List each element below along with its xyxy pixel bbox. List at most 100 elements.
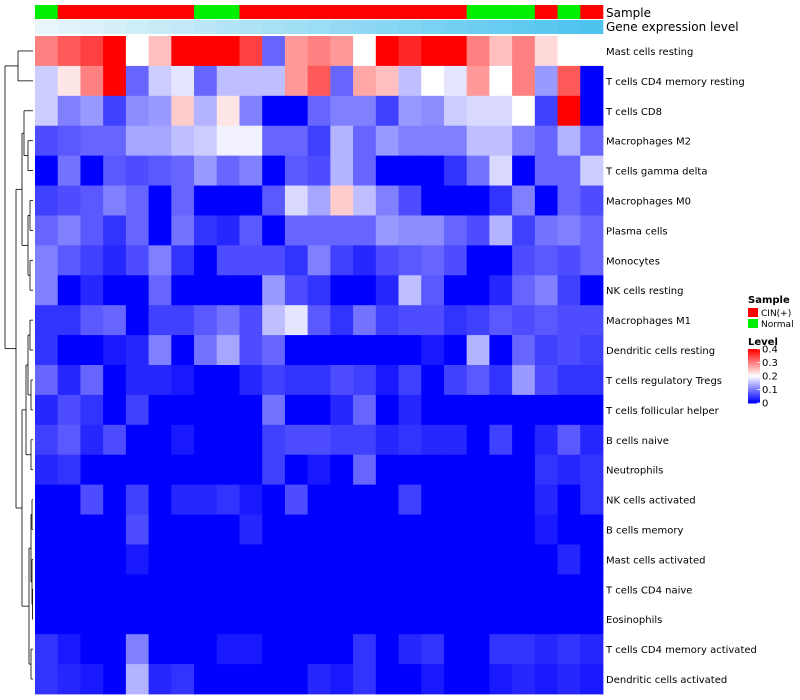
heatmap-cell (216, 604, 240, 635)
heatmap-cell (239, 574, 263, 605)
row-label: NK cells activated (606, 496, 696, 507)
heatmap-cell (489, 634, 513, 665)
legend-label: Normal (761, 320, 794, 330)
heatmap-cell (80, 424, 104, 456)
heatmap-cell (557, 574, 581, 605)
heatmap-cell (580, 365, 604, 396)
heatmap-cell (35, 305, 59, 336)
row-label: Macrophages M0 (606, 197, 691, 208)
heatmap-cell (489, 125, 513, 157)
heatmap-cell (125, 365, 149, 396)
heatmap-cell (580, 604, 604, 635)
heatmap-cell (580, 574, 604, 605)
heatmap-cell (330, 185, 354, 216)
heatmap-cell (330, 484, 354, 515)
heatmap-cell (466, 634, 490, 665)
heatmap-cell (580, 634, 604, 665)
heatmap-cell (489, 305, 513, 336)
heatmap-cell (103, 155, 127, 186)
row-label: Macrophages M1 (606, 316, 691, 327)
heatmap-cell (353, 215, 377, 246)
heatmap-cell (443, 574, 468, 605)
heatmap-cell (80, 394, 104, 426)
heatmap-cell (57, 544, 81, 575)
heatmap-cell (57, 335, 81, 366)
heatmap-cell (57, 484, 81, 515)
heatmap-cell (216, 664, 240, 695)
heatmap-cell (512, 125, 536, 157)
heatmap-cell (466, 95, 490, 127)
heatmap-cell (148, 514, 172, 545)
heatmap-cell (35, 604, 59, 635)
heatmap-cell (171, 604, 195, 635)
heatmap-cell (171, 36, 195, 67)
sample-annotation-cell (330, 5, 354, 19)
heatmap-cell (262, 454, 286, 486)
heatmap-cell (194, 335, 218, 366)
heatmap-cell (284, 394, 309, 426)
colorbar-segment (748, 366, 760, 369)
heatmap-cell (194, 36, 218, 67)
heatmap-cell (466, 36, 490, 67)
heatmap-cell (466, 544, 490, 575)
heatmap-cell (443, 275, 468, 306)
heatmap-cell (489, 604, 513, 635)
heatmap-cell (398, 125, 422, 157)
heatmap-cell (262, 335, 286, 366)
heatmap-cell (262, 36, 286, 67)
heatmap-cell (466, 574, 490, 605)
gene-expression-annotation-cell (421, 20, 445, 34)
heatmap-cell (307, 544, 331, 575)
sample-annotation-cell (375, 5, 399, 19)
heatmap-cell (35, 484, 59, 515)
heatmap-cell (80, 95, 104, 127)
heatmap-cell (353, 36, 377, 67)
heatmap-cell (125, 335, 149, 366)
heatmap-cell (57, 125, 81, 157)
heatmap-cell (239, 365, 263, 396)
heatmap-cell (443, 95, 468, 127)
heatmap-cell (353, 245, 377, 276)
heatmap-cell (580, 664, 604, 695)
heatmap-cell (262, 155, 286, 186)
heatmap-cell (239, 215, 263, 246)
heatmap-cell (489, 394, 513, 426)
heatmap-cell (216, 305, 240, 336)
heatmap-cell (103, 245, 127, 276)
gene-expression-annotation-cell (375, 20, 399, 34)
heatmap-cell (421, 215, 445, 246)
heatmap-cell (239, 185, 263, 216)
heatmap-cell (194, 634, 218, 665)
heatmap-cell (443, 245, 468, 276)
heatmap-cell (580, 305, 604, 336)
heatmap-cell (171, 574, 195, 605)
heatmap-cell (557, 664, 581, 695)
heatmap-cell (194, 215, 218, 246)
heatmap-cell (375, 574, 399, 605)
heatmap-cell (239, 424, 263, 456)
heatmap-cell (148, 185, 172, 216)
heatmap-cell (375, 245, 399, 276)
heatmap-cell (262, 634, 286, 665)
heatmap-cell (148, 95, 172, 127)
heatmap-cell (375, 604, 399, 635)
heatmap-cell (125, 454, 149, 486)
heatmap-cell (443, 604, 468, 635)
sample-annotation-cell (421, 5, 445, 19)
colorbar-segment (748, 367, 760, 370)
row-label: T cells CD8 (605, 107, 662, 118)
heatmap-cell (489, 95, 513, 127)
heatmap-cell (239, 394, 263, 426)
heatmap-cell (194, 454, 218, 486)
heatmap-cell (330, 125, 354, 157)
heatmap-cell (466, 394, 490, 426)
heatmap-cell (103, 634, 127, 665)
sample-annotation-cell (125, 5, 149, 19)
heatmap-cell (443, 544, 468, 575)
heatmap-cell (398, 305, 422, 336)
colorbar-segment (748, 363, 760, 366)
heatmap-cell (194, 484, 218, 515)
heatmap-cell (57, 424, 81, 456)
heatmap-cell (216, 245, 240, 276)
